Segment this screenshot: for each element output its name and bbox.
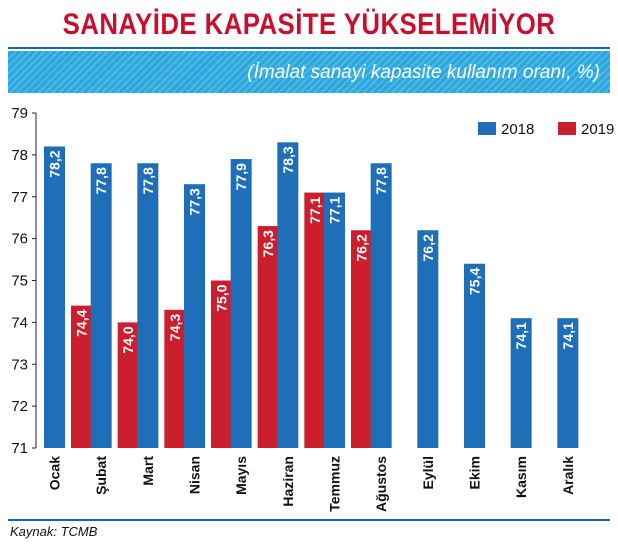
data-label-2018-1: 78,2 bbox=[47, 150, 63, 177]
bar-2018-2 bbox=[90, 163, 112, 448]
data-label-2018-5: 77,9 bbox=[233, 163, 249, 190]
y-tick-label: 73 bbox=[11, 356, 28, 373]
data-label-2019-3: 74,3 bbox=[167, 314, 183, 341]
bar-2018-10 bbox=[464, 263, 485, 448]
chart-title: SANAYİDE KAPASİTE YÜKSELEMİYOR bbox=[62, 8, 556, 41]
data-label-2019-6: 77,1 bbox=[307, 196, 323, 223]
data-label-2018-2: 77,8 bbox=[93, 167, 109, 194]
x-tick-label: Kasım bbox=[513, 456, 529, 498]
y-tick-label: 74 bbox=[11, 314, 28, 331]
y-tick-label: 76 bbox=[11, 231, 28, 248]
data-label-2018-6: 78,3 bbox=[280, 146, 296, 173]
bar-2018-6 bbox=[277, 142, 299, 448]
bar-2019-6 bbox=[304, 192, 326, 448]
data-label-2019-1: 74,4 bbox=[74, 309, 90, 336]
data-label-2018-3: 77,8 bbox=[140, 167, 156, 194]
bar-2018-1 bbox=[44, 146, 65, 448]
data-label-2018-10: 75,4 bbox=[467, 268, 483, 295]
chart-subtitle: (İmalat sanayi kapasite kullanım oranı, … bbox=[247, 62, 600, 83]
bar-2018-8 bbox=[370, 163, 392, 448]
x-tick-label: Mayıs bbox=[233, 456, 249, 495]
data-label-2018-7: 77,1 bbox=[327, 196, 343, 223]
bar-2019-2 bbox=[117, 322, 139, 448]
y-tick-label: 77 bbox=[11, 189, 28, 206]
bar-2019-7 bbox=[351, 230, 372, 448]
bar-2019-5 bbox=[257, 226, 279, 448]
data-label-2019-2: 74,0 bbox=[120, 326, 136, 353]
source-note: Kaynak: TCMB bbox=[10, 524, 98, 539]
legend-label-2019: 2019 bbox=[581, 121, 615, 138]
y-tick-label: 75 bbox=[11, 273, 28, 290]
x-tick-label: Nisan bbox=[187, 456, 203, 494]
data-label-2018-11: 74,1 bbox=[513, 322, 529, 349]
x-tick-label: Ekim bbox=[467, 456, 483, 489]
x-tick-label: Aralık bbox=[560, 456, 576, 495]
data-label-2018-12: 74,1 bbox=[560, 322, 576, 349]
legend-swatch-2019 bbox=[558, 122, 576, 135]
data-label-2018-8: 77,8 bbox=[373, 167, 389, 194]
bar-2018-4 bbox=[184, 184, 205, 448]
x-tick-label: Haziran bbox=[280, 456, 296, 507]
data-label-2018-9: 76,2 bbox=[420, 234, 436, 261]
bar-2019-4 bbox=[211, 280, 232, 448]
bar-2018-3 bbox=[137, 163, 159, 448]
bar-2019-3 bbox=[164, 309, 186, 448]
y-tick-label: 78 bbox=[11, 147, 28, 164]
bar-2018-12 bbox=[557, 318, 579, 448]
x-tick-label: Ocak bbox=[47, 456, 63, 490]
x-tick-label: Eylül bbox=[420, 456, 436, 489]
y-tick-label: 72 bbox=[11, 398, 28, 415]
legend-item-2018: 2018 bbox=[478, 121, 534, 138]
x-tick-label: Şubat bbox=[93, 456, 109, 495]
y-tick-label: 71 bbox=[11, 440, 28, 457]
data-label-2019-4: 75,0 bbox=[214, 284, 230, 311]
bar-2018-7 bbox=[324, 192, 345, 448]
legend-label-2018: 2018 bbox=[501, 121, 535, 138]
bar-2019-1 bbox=[71, 305, 92, 448]
data-label-2018-4: 77,3 bbox=[187, 188, 203, 215]
data-label-2019-7: 76,2 bbox=[354, 234, 370, 261]
bar-2018-9 bbox=[417, 230, 439, 448]
legend-item-2019: 2019 bbox=[558, 121, 614, 138]
data-label-2019-5: 76,3 bbox=[260, 230, 276, 257]
x-tick-label: Ağustos bbox=[373, 456, 389, 512]
bar-2018-11 bbox=[510, 318, 532, 448]
bar-2018-5 bbox=[230, 159, 252, 448]
y-tick-label: 79 bbox=[11, 105, 28, 122]
subtitle-band: (İmalat sanayi kapasite kullanım oranı, … bbox=[8, 51, 610, 93]
bottom-rule bbox=[8, 519, 610, 521]
x-tick-label: Temmuz bbox=[327, 456, 343, 512]
top-rule bbox=[8, 47, 610, 49]
x-tick-label: Mart bbox=[140, 456, 156, 486]
legend-swatch-2018 bbox=[478, 122, 496, 135]
